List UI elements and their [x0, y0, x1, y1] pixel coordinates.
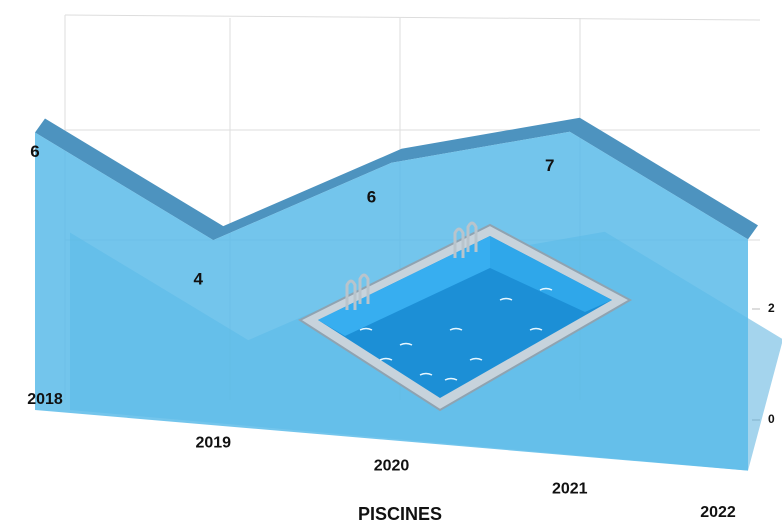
data-label: 6 — [367, 187, 376, 206]
x-tick-label: 2022 — [700, 504, 736, 521]
x-tick-label: 2021 — [552, 481, 588, 498]
data-label: 4 — [194, 270, 204, 289]
data-label: 7 — [545, 156, 554, 175]
pool-illustration — [297, 221, 633, 412]
x-tick-label: 2019 — [195, 434, 231, 451]
chart-title: PISCINES — [358, 504, 442, 524]
y-tick-label: 2 — [768, 301, 775, 315]
y-tick-label: 0 — [768, 412, 775, 426]
x-tick-label: 2020 — [374, 458, 410, 475]
data-label: 6 — [30, 142, 39, 161]
x-tick-label: 2018 — [27, 391, 63, 408]
